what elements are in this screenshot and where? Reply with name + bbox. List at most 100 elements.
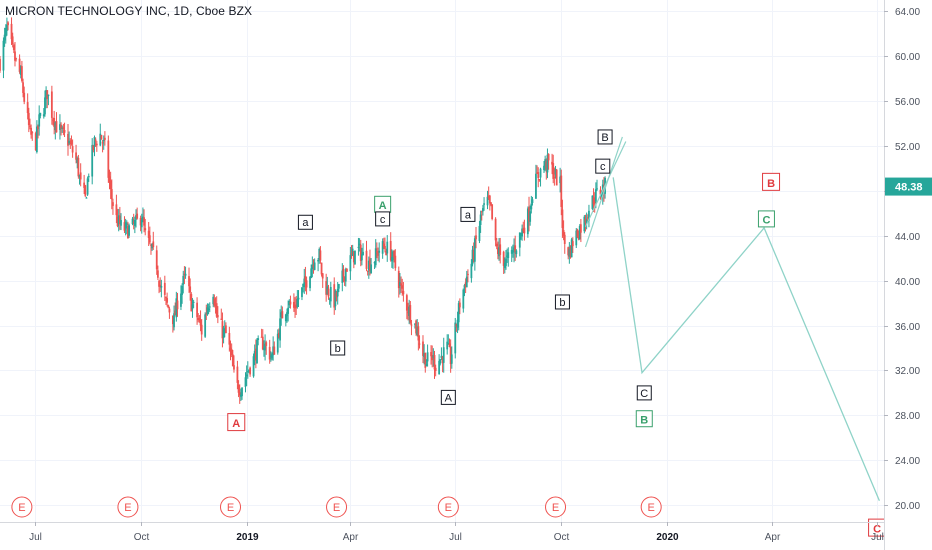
candle-body	[62, 127, 65, 129]
candle-body	[394, 255, 397, 269]
candle-body	[53, 118, 56, 128]
candle-body	[117, 215, 120, 225]
candle-body	[212, 296, 215, 305]
price-axis[interactable]: 64.0060.0056.0052.0048.0044.0040.0036.00…	[884, 0, 932, 550]
wave-label-text: A	[445, 392, 453, 404]
earnings-marker[interactable]: E	[220, 496, 242, 518]
candle-body	[373, 261, 376, 264]
x-tick-label: 2020	[656, 532, 679, 543]
candle-body	[358, 243, 361, 246]
candle-body	[483, 203, 485, 205]
earnings-marker[interactable]: E	[640, 496, 662, 518]
earnings-label: E	[552, 502, 559, 514]
candle-body	[223, 328, 226, 331]
last-price-bg	[885, 177, 932, 196]
candle-body	[191, 304, 194, 310]
candle-body	[333, 284, 336, 308]
candle-body	[400, 283, 402, 286]
candle-body	[309, 276, 311, 289]
candle-body	[312, 264, 315, 268]
candle-body	[91, 144, 94, 177]
y-tick-label: 56.00	[895, 97, 920, 108]
candle-body	[103, 137, 106, 140]
candle-body	[583, 216, 586, 232]
wave-label-box	[597, 129, 613, 145]
candle-body	[359, 244, 362, 261]
candle-body	[335, 292, 338, 298]
candle-body	[93, 137, 96, 147]
candle-body	[432, 355, 435, 359]
candle-body	[600, 193, 603, 198]
candle-body	[222, 328, 225, 338]
candle-body	[38, 114, 41, 127]
candle-body	[276, 333, 279, 353]
candle-body	[529, 211, 532, 222]
candle-body	[320, 262, 323, 275]
candle-body	[402, 290, 405, 295]
x-tick-label: Jul	[29, 532, 42, 543]
candle-body	[118, 215, 121, 225]
candle-body	[244, 377, 247, 387]
candle-body	[110, 189, 113, 200]
candle-body	[248, 369, 250, 371]
earnings-marker[interactable]: E	[117, 496, 139, 518]
candle-body	[531, 199, 534, 203]
candle-body	[567, 247, 570, 256]
candle-body	[544, 159, 547, 168]
candle-body	[68, 140, 71, 144]
candle-body	[245, 374, 248, 377]
candle-body	[410, 324, 413, 326]
candle-body	[23, 92, 26, 102]
candle-body	[167, 305, 170, 308]
candle-body	[352, 251, 355, 263]
wave-label-box	[440, 389, 456, 405]
candle-body	[301, 287, 303, 298]
candle-body	[342, 268, 345, 277]
candle-body	[188, 276, 190, 287]
wave-label-text: B	[640, 414, 648, 426]
candle-body	[346, 269, 348, 272]
candle-body	[92, 145, 95, 151]
candle-body	[325, 281, 328, 295]
candle-body	[142, 216, 144, 222]
candle-body	[144, 228, 147, 231]
time-axis[interactable]: Jul Oct 2019 Apr Jul Oct 2020 Apr Jul	[0, 522, 884, 543]
candle-body	[221, 321, 224, 339]
earnings-marker[interactable]: E	[437, 496, 459, 518]
candle-body	[351, 248, 354, 256]
candle-body	[486, 196, 489, 206]
wave-label: B	[635, 410, 653, 428]
candle-body	[239, 394, 242, 397]
candle-body	[3, 34, 6, 41]
earnings-marker[interactable]: E	[545, 496, 567, 518]
candle-body	[20, 66, 23, 81]
candle-body	[584, 218, 587, 224]
candle-body	[94, 139, 97, 141]
candle-body	[422, 341, 424, 356]
wave-label-text: a	[302, 217, 309, 229]
earnings-marker[interactable]: E	[326, 496, 348, 518]
candle-body	[229, 347, 232, 351]
candle-body	[189, 286, 192, 293]
wave-label: A	[440, 389, 456, 405]
candle-body	[272, 346, 275, 356]
candle-body	[102, 139, 105, 142]
wave-label: a	[297, 214, 313, 230]
candle-body	[456, 319, 459, 328]
candle-body	[11, 36, 14, 45]
earnings-marker[interactable]: E	[11, 496, 33, 518]
chart-title: MICRON TECHNOLOGY INC, 1D, Cboe BZX	[5, 4, 253, 18]
candle-body	[518, 232, 521, 248]
wave-label-text: a	[465, 209, 472, 221]
candle-body	[405, 295, 408, 311]
candle-body	[536, 172, 538, 174]
candle-body	[528, 206, 530, 222]
candle-body	[183, 273, 186, 275]
candle-body	[22, 82, 24, 93]
candle-body	[343, 276, 346, 281]
candle-body	[446, 341, 449, 350]
candle-body	[317, 259, 320, 262]
candle-body	[586, 217, 589, 219]
candle-body	[482, 208, 484, 212]
